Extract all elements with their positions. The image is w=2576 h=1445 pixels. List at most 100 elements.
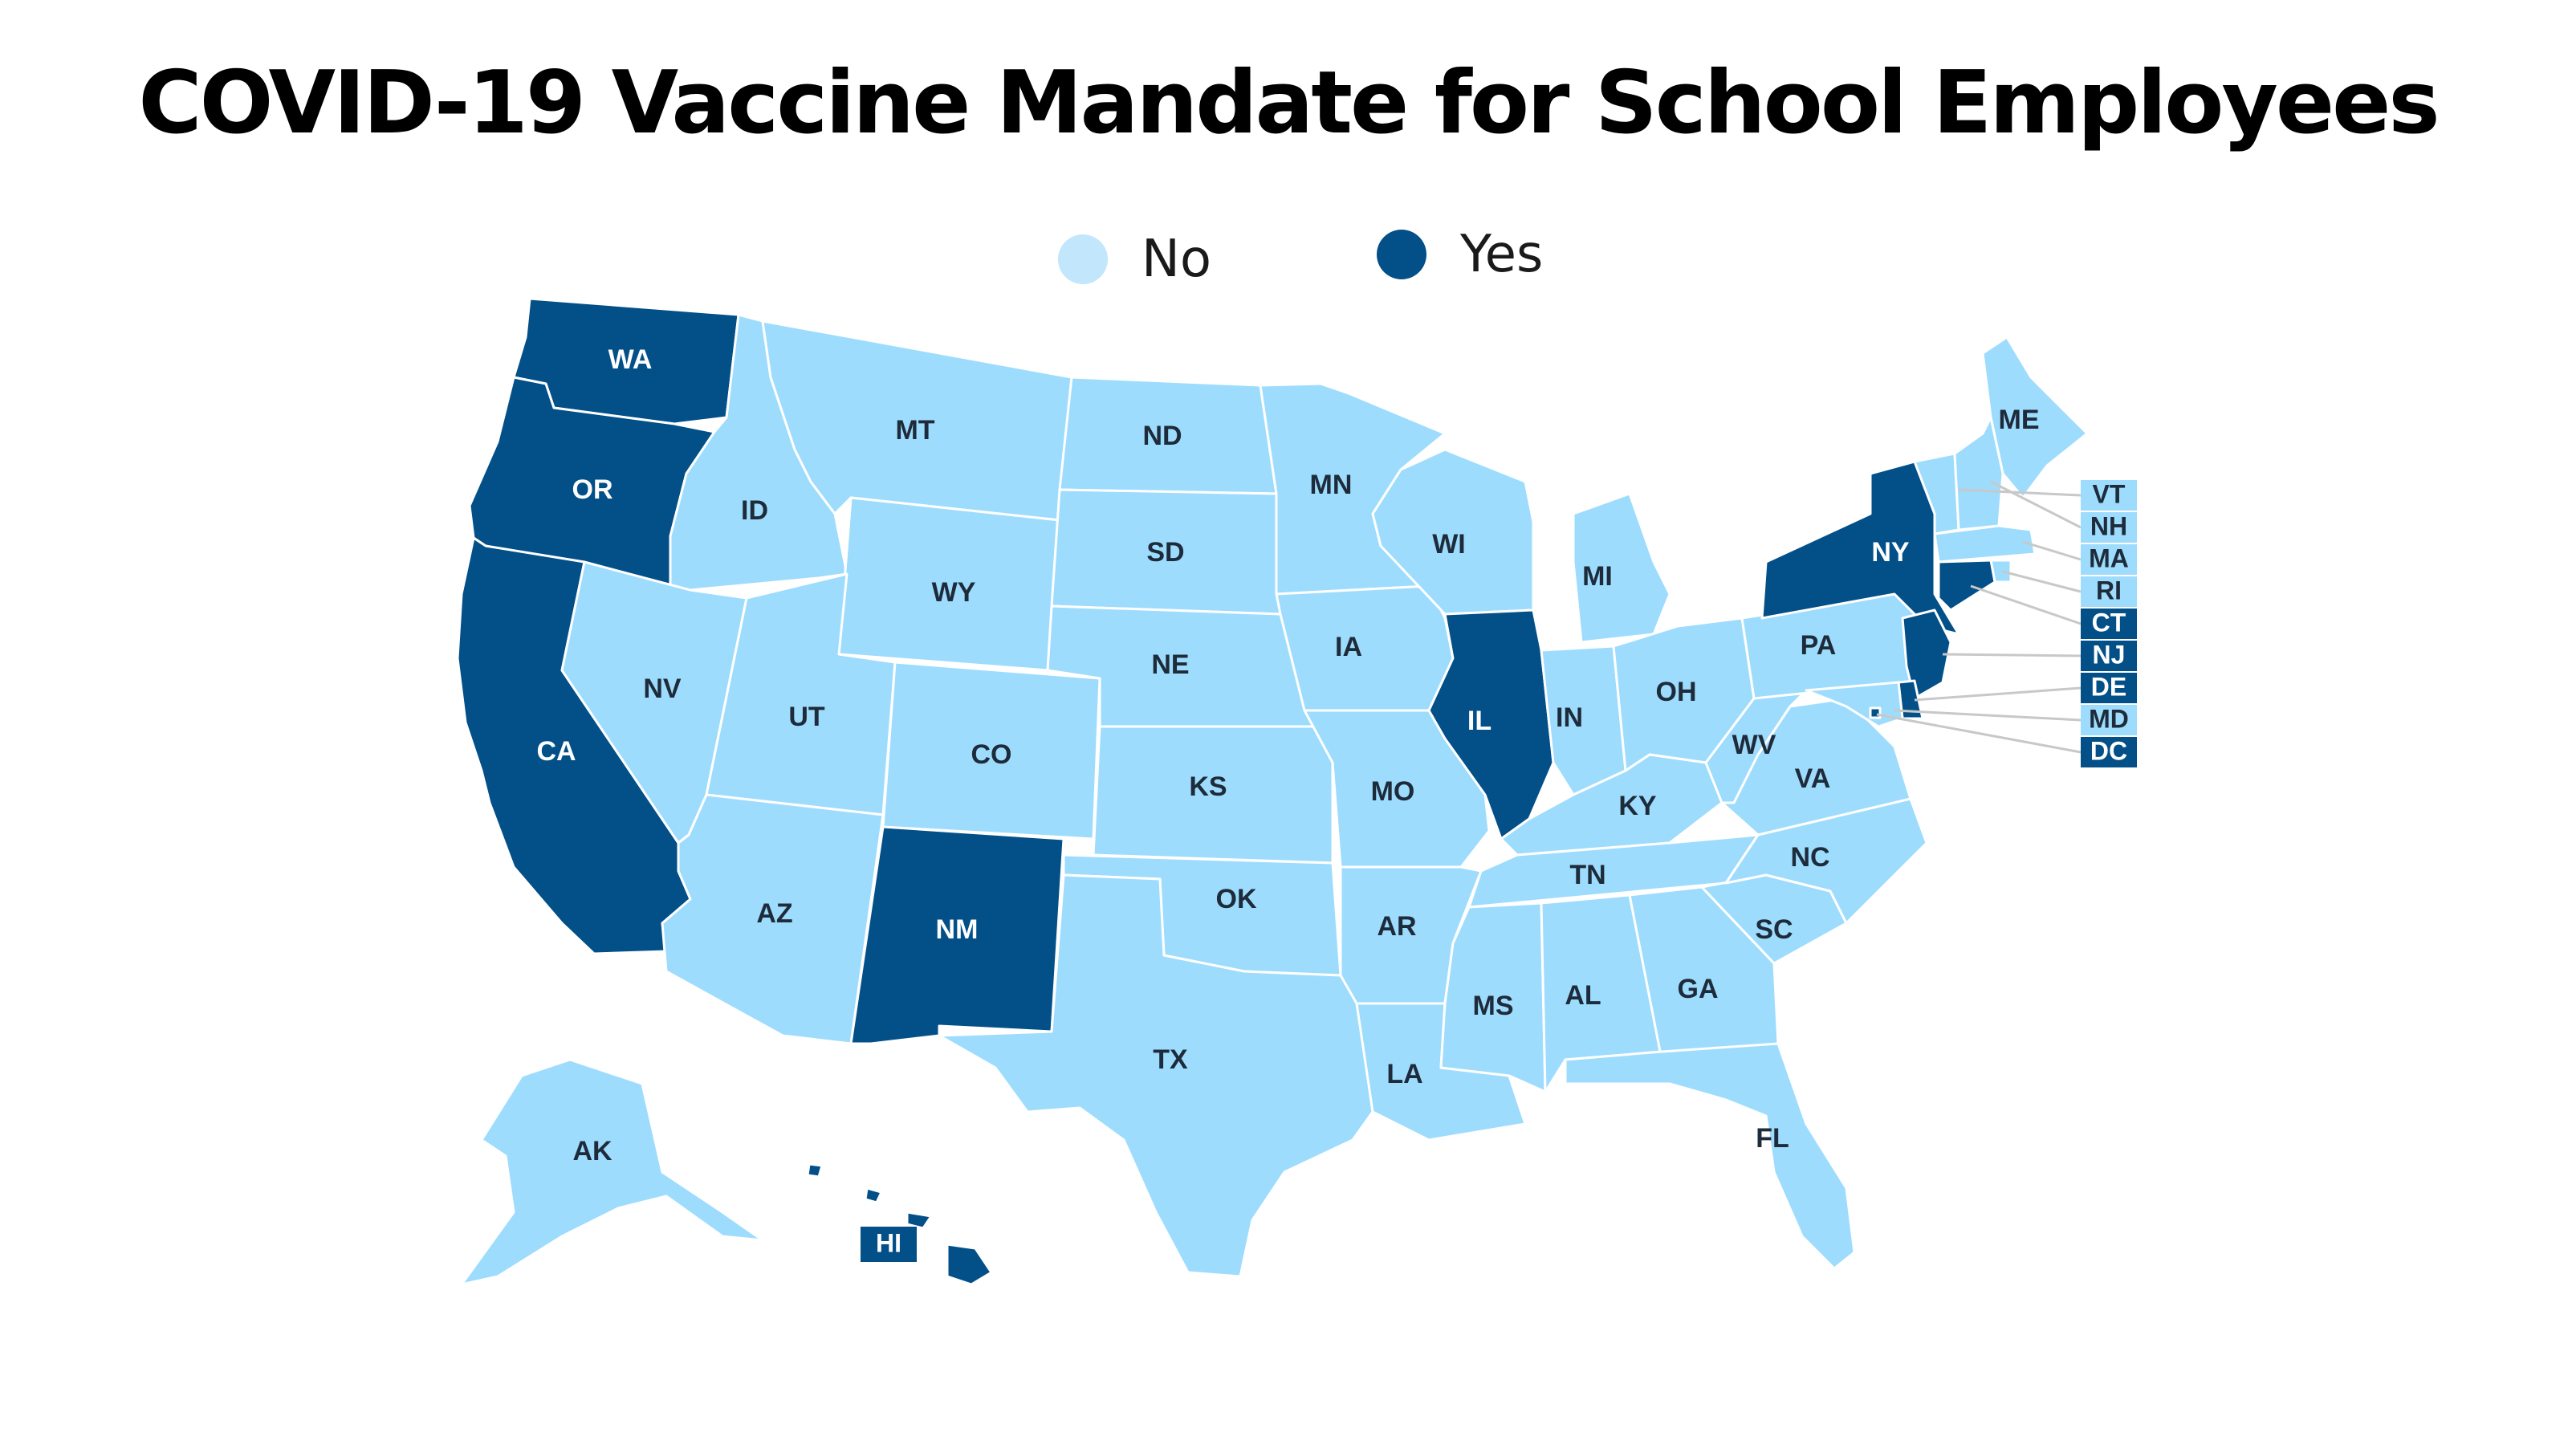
state-label-va: VA	[1795, 763, 1831, 794]
state-ct[interactable]	[1937, 559, 1996, 612]
leader-line-ct	[1970, 584, 2082, 625]
state-box-ct[interactable]	[2081, 609, 2137, 639]
map-title: COVID-19 Vaccine Mandate for School Empl…	[138, 53, 2440, 153]
legend-label-no: No	[1141, 230, 1212, 289]
state-box-label-nh: NH	[2090, 511, 2127, 540]
state-label-or: OR	[572, 474, 613, 505]
leader-lines	[1876, 480, 2082, 754]
state-hi-kauai[interactable]	[806, 1162, 824, 1178]
state-ak[interactable]	[460, 1058, 764, 1286]
state-label-pa: PA	[1801, 630, 1837, 661]
state-label-ky: KY	[1618, 791, 1657, 821]
legend-item-yes: Yes	[1377, 225, 1543, 284]
state-ga[interactable]	[1628, 885, 1780, 1061]
legend-label-yes: Yes	[1460, 225, 1544, 284]
state-ma[interactable]	[1933, 524, 2037, 564]
state-label-mt: MT	[895, 415, 934, 446]
state-label-wi: WI	[1432, 529, 1466, 560]
state-label-az: AZ	[756, 898, 792, 929]
state-in[interactable]	[1540, 645, 1627, 796]
state-label-ca: CA	[536, 736, 576, 767]
state-box-label-ct: CT	[2092, 608, 2126, 637]
state-hi[interactable]	[946, 1243, 993, 1286]
state-labels: WA OR CA ID NV MT WY UT AZ CO NM ND SD NE KS OK TX MN IA MO…	[536, 344, 2039, 1166]
state-box-nh[interactable]	[2081, 512, 2137, 543]
state-label-nd: ND	[1142, 421, 1182, 451]
state-hi-maui[interactable]	[905, 1211, 933, 1230]
state-label-nm: NM	[936, 914, 979, 945]
state-nh[interactable]	[1953, 416, 2004, 531]
state-fl[interactable]	[1564, 1042, 1856, 1270]
state-label-co: CO	[971, 739, 1012, 770]
state-label-ar: AR	[1377, 911, 1416, 942]
state-label-wy: WY	[932, 577, 976, 608]
state-label-tx: TX	[1153, 1044, 1188, 1075]
state-label-nc: NC	[1790, 842, 1829, 873]
state-label-wv: WV	[1732, 730, 1776, 760]
state-label-ga: GA	[1678, 974, 1719, 1004]
state-ny[interactable]	[1760, 460, 1960, 636]
state-label-oh: OH	[1656, 677, 1697, 707]
state-label-ut: UT	[788, 702, 825, 732]
state-nj[interactable]	[1901, 609, 1952, 700]
leader-line-nj	[1942, 653, 2082, 657]
leader-line-vt	[1958, 488, 2082, 497]
state-label-ok: OK	[1216, 884, 1257, 914]
legend-swatch-yes	[1377, 230, 1426, 279]
state-label-il: IL	[1467, 706, 1491, 736]
state-label-ne: NE	[1151, 649, 1189, 680]
state-label-ak: AK	[572, 1136, 612, 1166]
state-box-ma[interactable]	[2081, 544, 2137, 575]
state-mi[interactable]	[1572, 492, 1671, 644]
leader-line-de	[1914, 686, 2082, 702]
state-label-nv: NV	[643, 674, 682, 704]
state-hi-oahu[interactable]	[864, 1187, 883, 1204]
state-label-mo: MO	[1371, 776, 1415, 807]
state-box-md[interactable]	[2081, 705, 2137, 735]
state-tx[interactable]	[938, 873, 1374, 1278]
state-ia[interactable]	[1275, 584, 1455, 712]
state-dc[interactable]	[1869, 706, 1882, 719]
state-label-me: ME	[1999, 405, 2040, 435]
state-box-dc[interactable]	[2081, 737, 2137, 767]
state-label-mn: MN	[1310, 470, 1353, 500]
leader-line-md	[1894, 709, 2082, 722]
state-box-hi[interactable]	[861, 1227, 917, 1262]
state-ks[interactable]	[1092, 725, 1334, 865]
state-box-label-de: DE	[2091, 672, 2126, 701]
state-label-mi: MI	[1582, 561, 1613, 592]
legend-item-no: No	[1058, 230, 1211, 289]
state-box-ri[interactable]	[2081, 576, 2137, 607]
state-box-label-vt: VT	[2093, 479, 2126, 508]
state-label-tn: TN	[1569, 860, 1605, 890]
state-box-label-hi: HI	[876, 1228, 901, 1257]
state-label-in: IN	[1556, 702, 1583, 733]
state-label-al: AL	[1565, 980, 1601, 1011]
state-label-la: LA	[1386, 1059, 1422, 1089]
state-box-nj[interactable]	[2081, 641, 2137, 671]
state-box-label-ri: RI	[2096, 576, 2122, 604]
state-box-label-ma: MA	[2089, 543, 2129, 572]
state-label-fl: FL	[1756, 1123, 1789, 1154]
small-state-boxes: VT NH MA RI CT NJ DE MD DC HI	[861, 479, 2137, 1262]
state-label-ms: MS	[1473, 991, 1514, 1021]
legend-swatch-no	[1058, 234, 1108, 284]
state-label-ny: NY	[1871, 537, 1910, 568]
state-label-ks: KS	[1189, 771, 1227, 802]
state-box-de[interactable]	[2081, 673, 2137, 703]
leader-line-nh	[1990, 480, 2082, 529]
state-label-wa: WA	[608, 344, 653, 375]
leader-line-ri	[2002, 570, 2082, 593]
state-box-label-nj: NJ	[2093, 640, 2126, 669]
leader-line-dc	[1876, 713, 2082, 754]
state-box-label-md: MD	[2089, 704, 2129, 733]
leader-line-ma	[2022, 540, 2082, 561]
state-label-ia: IA	[1335, 632, 1362, 662]
state-label-sd: SD	[1146, 537, 1184, 568]
state-box-vt[interactable]	[2081, 480, 2137, 511]
state-box-label-dc: DC	[2090, 736, 2127, 765]
state-nm[interactable]	[849, 825, 1065, 1045]
state-shapes	[456, 297, 2089, 1286]
state-label-id: ID	[741, 495, 768, 526]
